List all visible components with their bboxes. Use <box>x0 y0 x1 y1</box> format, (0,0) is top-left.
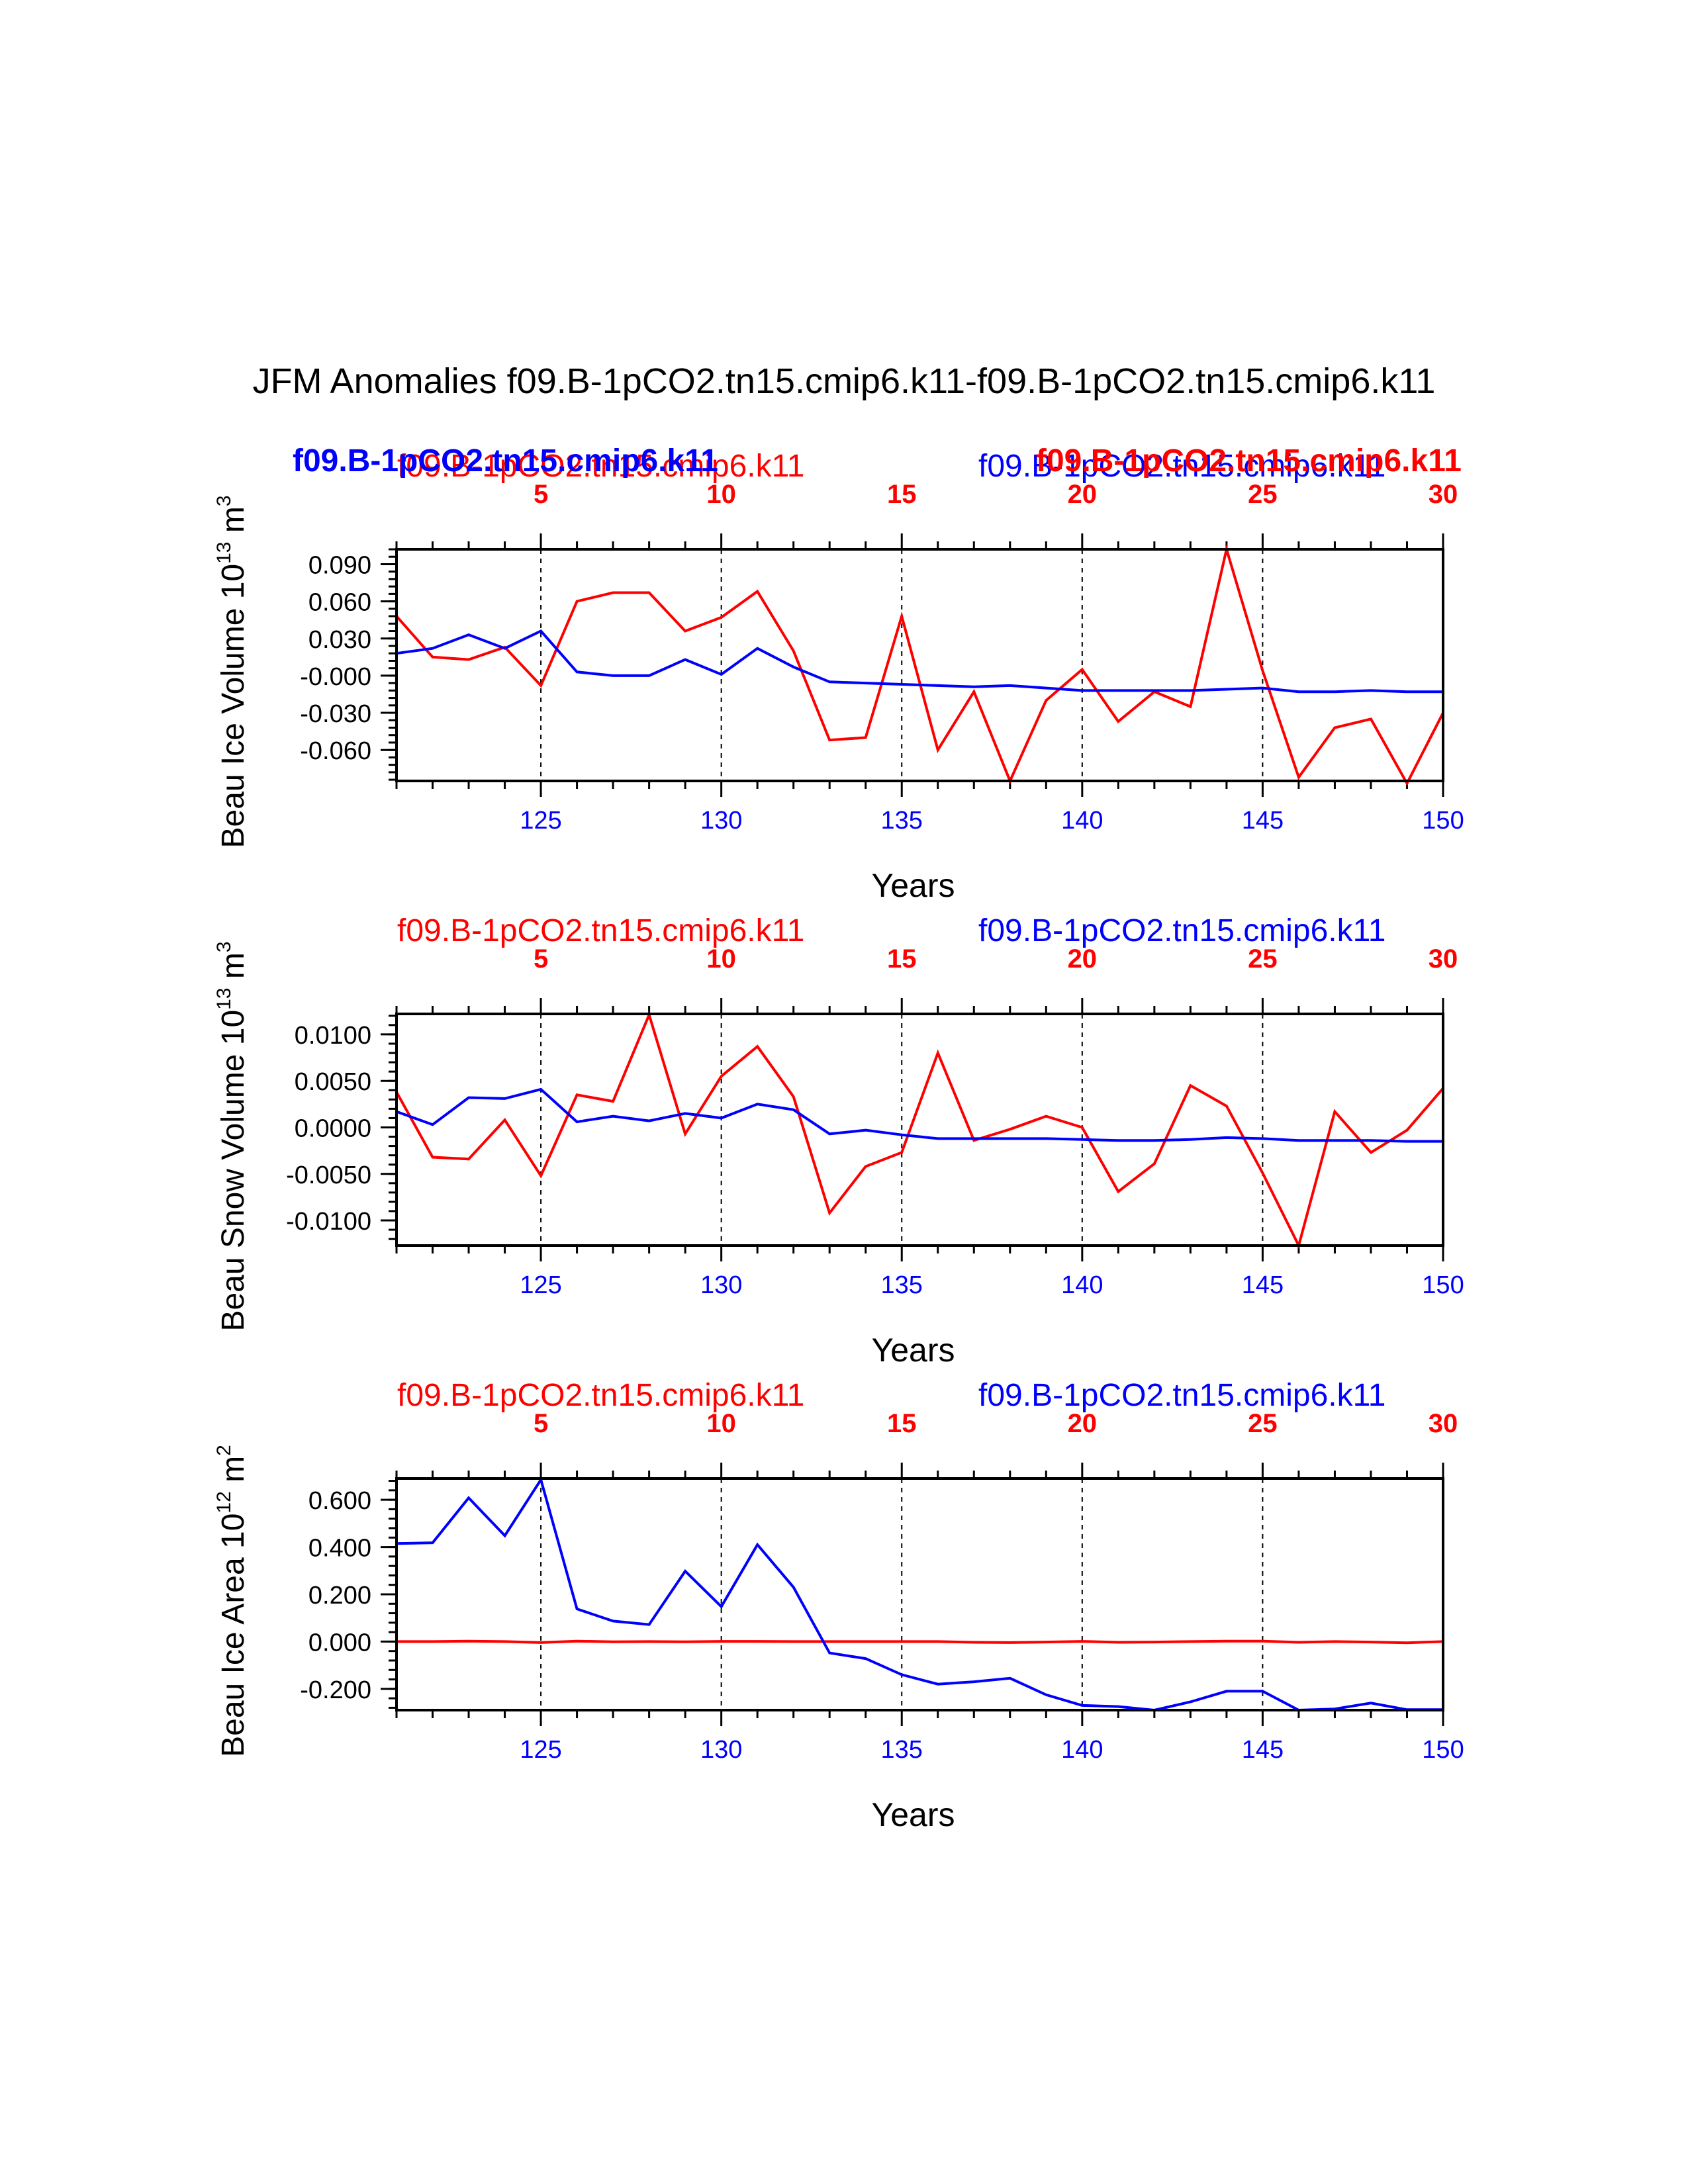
chart-panel-3: f09.B-1pCO2.tn15.cmip6.k11 f09.B-1pCO2.tn… <box>213 1378 1464 1833</box>
x-bottom-tick-label: 140 <box>1061 1271 1103 1299</box>
y-tick-label: 0.000 <box>308 1629 371 1657</box>
x-bottom-tick-label: 135 <box>881 1736 923 1764</box>
x-top-tick-label: 15 <box>887 1409 917 1438</box>
plot-frame <box>395 1477 1444 1711</box>
y-tick-label: 0.200 <box>308 1582 371 1610</box>
series-line-red <box>395 544 1444 786</box>
x-top-tick-label: 5 <box>534 1409 548 1438</box>
x-bottom-tick-label: 140 <box>1061 1736 1103 1764</box>
y-tick-label: -0.0050 <box>286 1161 371 1189</box>
y-tick-label: -0.200 <box>300 1676 371 1704</box>
top-left-case-label: f09.B-1pCO2.tn15.cmip6.k11 <box>397 913 804 948</box>
x-top-tick-label: 5 <box>534 944 548 974</box>
x-axis-label: Years <box>871 1332 955 1369</box>
y-tick-label: -0.030 <box>300 700 371 728</box>
x-bottom-tick-label: 150 <box>1422 1271 1464 1299</box>
x-bottom-tick-label: 130 <box>700 1736 742 1764</box>
y-tick-label: 0.0100 <box>295 1022 371 1050</box>
y-tick-label: 0.060 <box>308 589 371 617</box>
y-tick-label: 0.090 <box>308 551 371 579</box>
y-tick-label: 0.0050 <box>295 1068 371 1096</box>
y-axis-label: Beau Ice Area 1012 m2 <box>213 1445 251 1757</box>
x-bottom-tick-label: 145 <box>1242 1271 1284 1299</box>
plot-frame <box>395 1013 1444 1247</box>
x-top-tick-label: 20 <box>1068 480 1098 509</box>
top-left-case-label: f09.B-1pCO2.tn15.cmip6.k11 <box>397 449 804 484</box>
y-axis-label: Beau Snow Volume 1013 m3 <box>213 941 251 1331</box>
y-tick-label: -0.0100 <box>286 1208 371 1236</box>
x-top-tick-label: 5 <box>534 480 548 509</box>
x-bottom-tick-label: 145 <box>1242 1736 1284 1764</box>
x-top-tick-label: 20 <box>1068 1409 1098 1438</box>
top-right-case-label: f09.B-1pCO2.tn15.cmip6.k11 <box>978 913 1385 948</box>
x-bottom-tick-label: 150 <box>1422 807 1464 835</box>
x-top-tick-label: 30 <box>1429 944 1458 974</box>
x-top-tick-label: 20 <box>1068 944 1098 974</box>
x-bottom-tick-label: 135 <box>881 807 923 835</box>
x-bottom-tick-label: 130 <box>700 1271 742 1299</box>
x-bottom-tick-label: 135 <box>881 1271 923 1299</box>
x-top-tick-label: 15 <box>887 944 917 974</box>
x-top-tick-label: 10 <box>706 1409 736 1438</box>
y-tick-label: 0.030 <box>308 626 371 654</box>
top-right-case-label: f09.B-1pCO2.tn15.cmip6.k11 <box>978 449 1385 484</box>
y-tick-label: 0.0000 <box>295 1115 371 1142</box>
x-top-tick-label: 30 <box>1429 1409 1458 1438</box>
x-top-tick-label: 10 <box>706 480 736 509</box>
series-line-blue <box>396 1087 1443 1143</box>
x-bottom-tick-label: 125 <box>520 807 561 835</box>
x-top-tick-label: 25 <box>1248 480 1278 509</box>
x-bottom-tick-label: 125 <box>520 1271 561 1299</box>
x-bottom-tick-label: 140 <box>1061 807 1103 835</box>
overlay-label-red: f09.B-1pCO2.tn15.cmip6.k11 <box>1036 443 1462 478</box>
x-top-tick-label: 30 <box>1429 480 1458 509</box>
x-bottom-tick-label: 125 <box>520 1736 561 1764</box>
y-tick-label: -0.060 <box>300 737 371 765</box>
chart-panel-1: f09.B-1pCO2.tn15.cmip6.k11 f09.B-1pCO2.tn… <box>213 449 1464 904</box>
overlay-label-blue: f09.B-1pCO2.tn15.cmip6.k11 <box>293 443 718 478</box>
plot-frame <box>395 548 1444 782</box>
page-title: JFM Anomalies f09.B-1pCO2.tn15.cmip6.k11… <box>252 361 1436 401</box>
y-tick-label: 0.400 <box>308 1535 371 1563</box>
x-top-tick-label: 10 <box>706 944 736 974</box>
series-line-red <box>395 1011 1444 1250</box>
x-axis-label: Years <box>871 1796 955 1833</box>
x-bottom-tick-label: 145 <box>1242 807 1284 835</box>
chart-panel-2: f09.B-1pCO2.tn15.cmip6.k11 f09.B-1pCO2.tn… <box>213 913 1464 1369</box>
x-top-tick-label: 25 <box>1248 944 1278 974</box>
x-bottom-tick-label: 150 <box>1422 1736 1464 1764</box>
y-tick-label: 0.600 <box>308 1487 371 1515</box>
x-axis-label: Years <box>871 867 955 904</box>
top-left-case-label: f09.B-1pCO2.tn15.cmip6.k11 <box>397 1378 804 1413</box>
series-line-blue <box>396 629 1443 694</box>
x-top-tick-label: 25 <box>1248 1409 1278 1438</box>
series-line-red <box>397 1639 1444 1645</box>
x-top-tick-label: 15 <box>887 480 917 509</box>
top-right-case-label: f09.B-1pCO2.tn15.cmip6.k11 <box>978 1378 1385 1413</box>
y-axis-label: Beau Ice Volume 1013 m3 <box>213 495 251 848</box>
series-line-blue <box>396 1476 1443 1712</box>
x-bottom-tick-label: 130 <box>700 807 742 835</box>
y-tick-label: -0.000 <box>300 663 371 691</box>
